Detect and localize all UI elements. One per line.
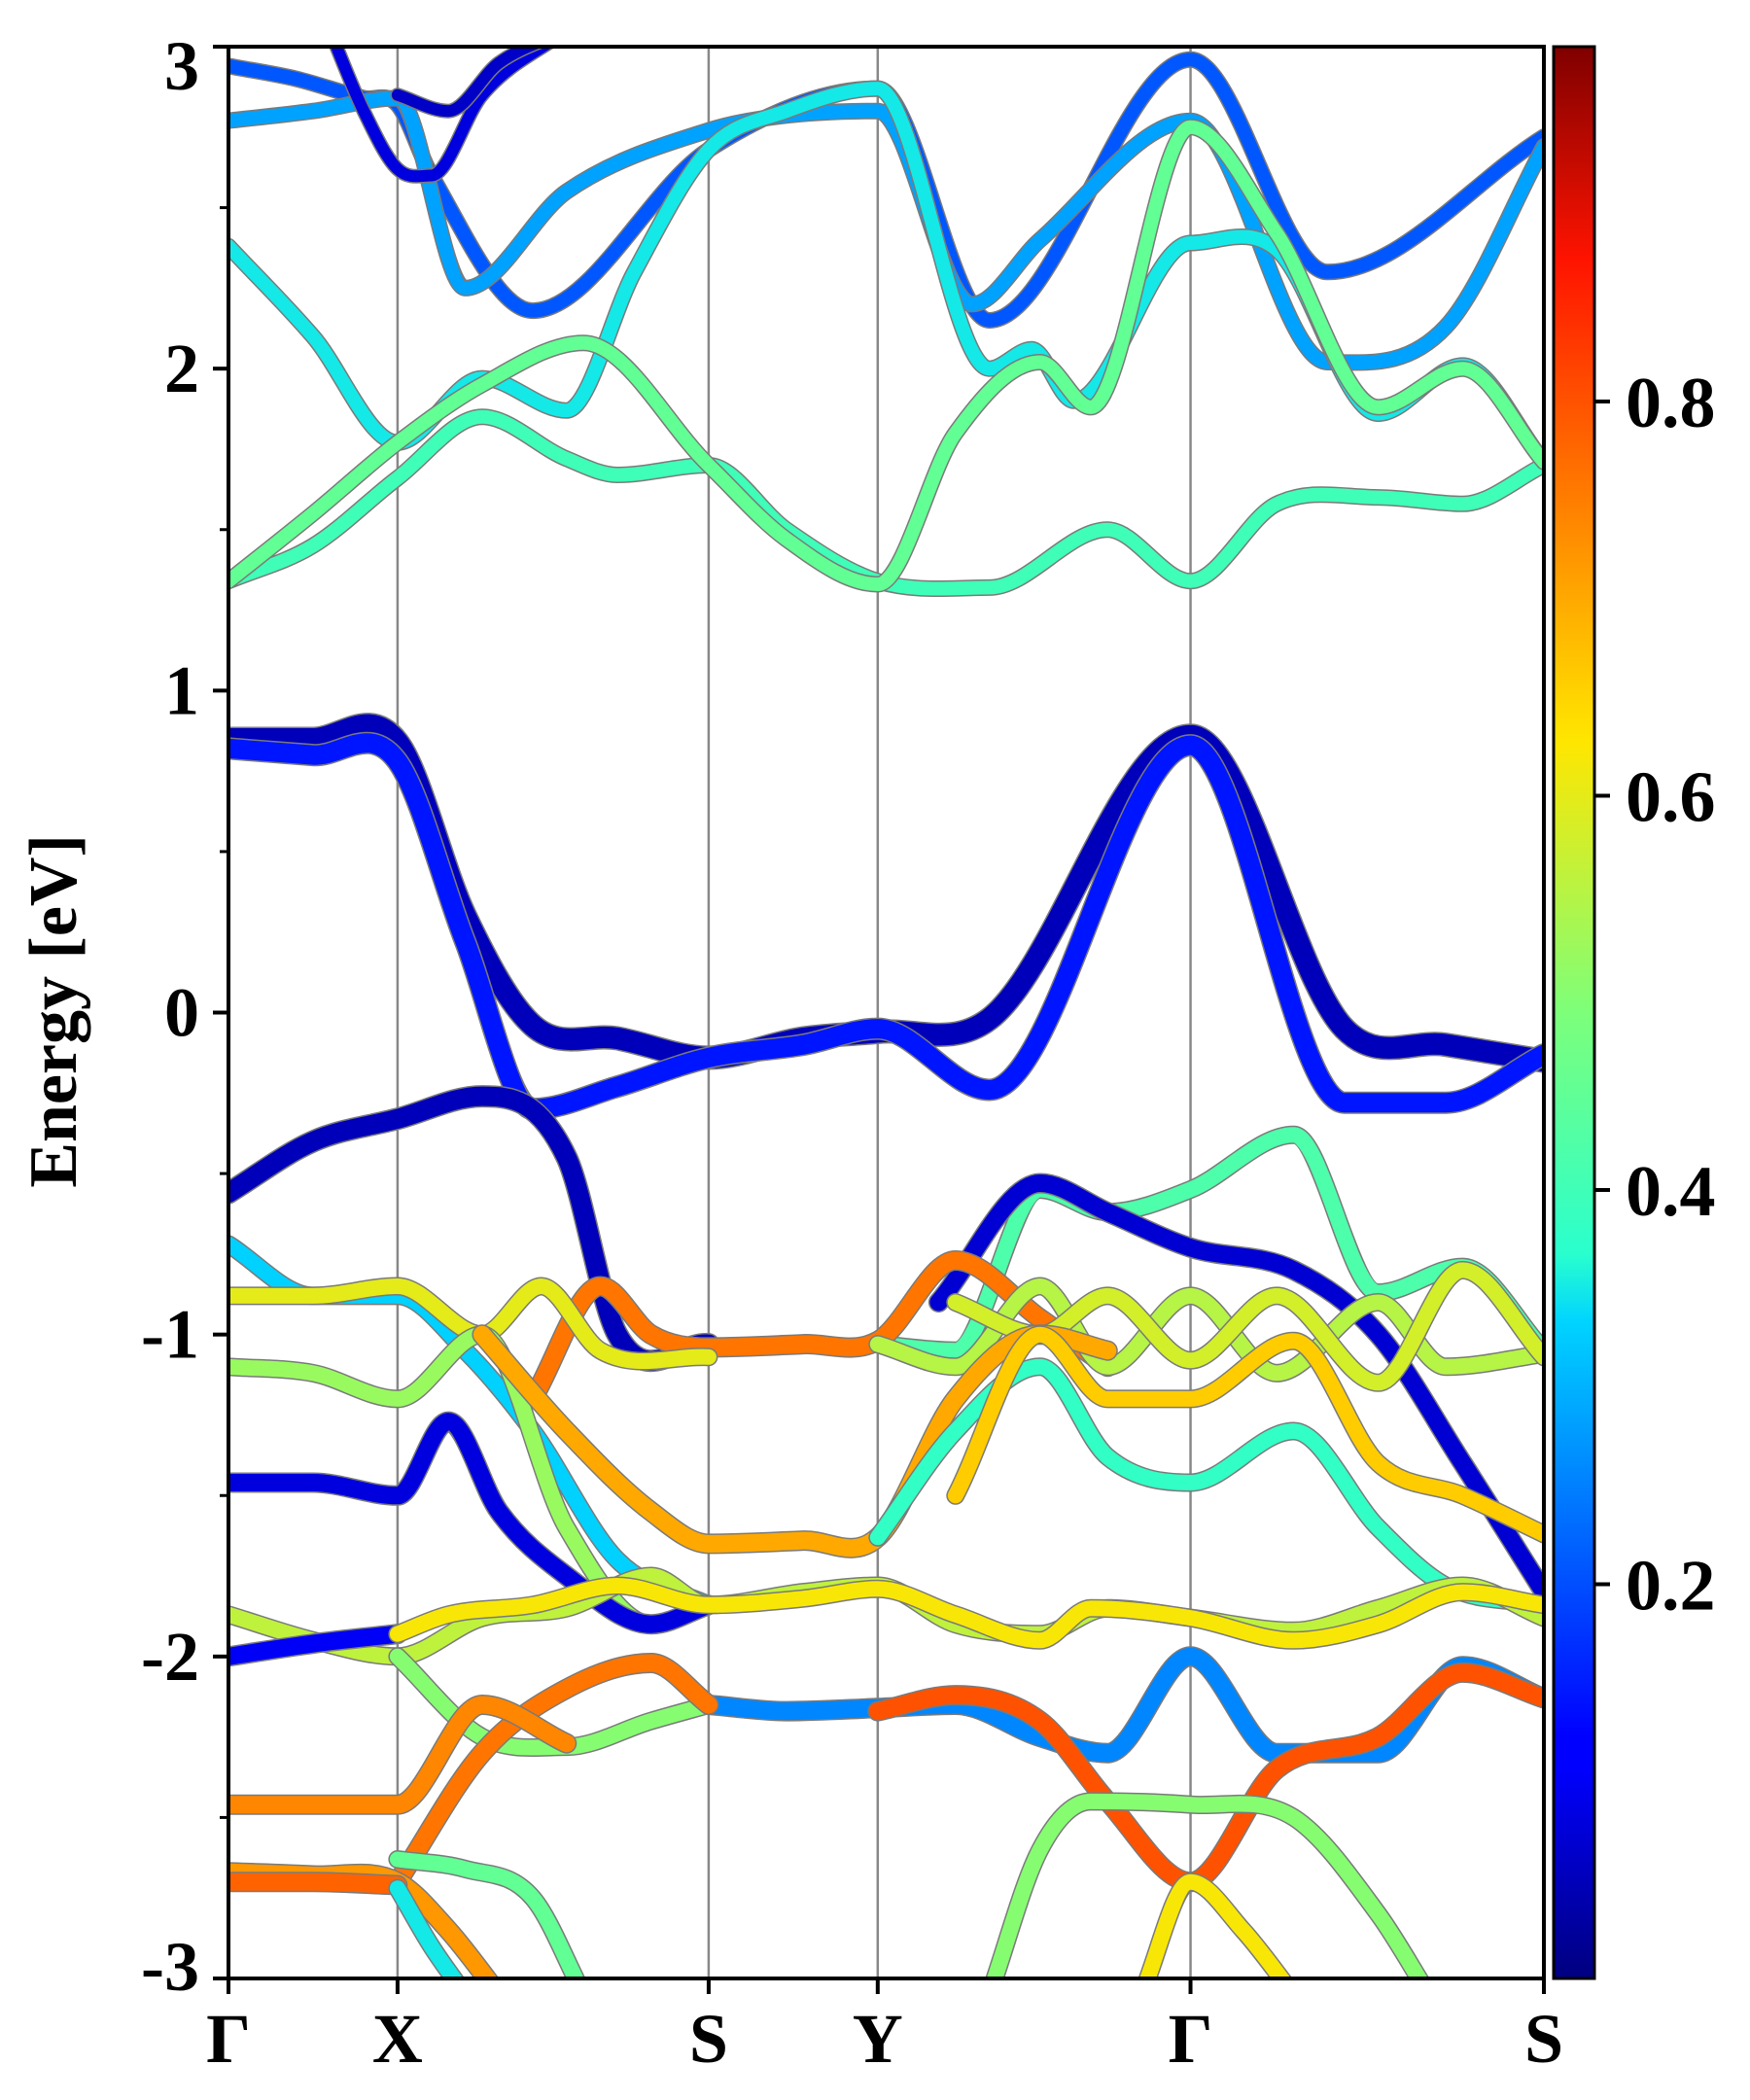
y-tick-label: -1 xyxy=(141,1296,199,1374)
colorbar-tick-label: 0.2 xyxy=(1626,1546,1716,1626)
x-tick-label: Γ xyxy=(1169,2000,1213,2078)
band xyxy=(228,714,1544,1072)
band xyxy=(228,1872,406,1894)
y-tick-label: 1 xyxy=(164,651,199,729)
band-outline xyxy=(228,408,1544,598)
band xyxy=(228,1696,576,1814)
x-tick-label: X xyxy=(372,2000,423,2078)
y-tick-label: 0 xyxy=(164,974,199,1052)
band xyxy=(929,1174,1544,1601)
band xyxy=(472,1325,1117,1558)
band xyxy=(868,1663,1544,1891)
band-lines xyxy=(228,47,1544,1978)
colorbar-tick-label: 0.4 xyxy=(1626,1152,1716,1232)
band xyxy=(1139,1873,1291,1978)
band xyxy=(228,1625,406,1665)
colorbar-tick-label: 0.6 xyxy=(1626,757,1716,837)
band xyxy=(330,47,554,183)
band xyxy=(391,47,543,118)
band xyxy=(228,1086,718,1371)
x-tick-label: S xyxy=(689,2000,728,2078)
y-axis-title: Energy [eV] xyxy=(17,834,91,1188)
band xyxy=(389,1578,1544,1649)
colorbar: 0.2 0.4 0.6 0.8 xyxy=(1552,45,1716,1980)
band-outline xyxy=(228,89,1544,371)
colorbar-tick-label: 0.8 xyxy=(1626,364,1716,443)
band xyxy=(947,1262,1544,1391)
band xyxy=(228,91,1544,369)
band xyxy=(228,120,1544,591)
band xyxy=(228,733,1544,1119)
y-tick-label: -3 xyxy=(141,1928,199,2006)
x-tick-label: Y xyxy=(853,2000,903,2078)
y-axis: 3 2 1 0 -1 -2 -3 xyxy=(141,27,228,2006)
y-tick-label: -2 xyxy=(141,1618,199,1696)
band xyxy=(869,1358,1544,1613)
y-tick-label: 3 xyxy=(164,27,199,105)
colorbar-ticks: 0.2 0.4 0.6 0.8 xyxy=(1594,364,1716,1626)
band xyxy=(869,1127,1544,1359)
x-tick-label: S xyxy=(1524,2000,1563,2078)
colorbar-gradient xyxy=(1552,45,1596,1980)
band xyxy=(389,1851,584,1978)
band xyxy=(947,1326,1544,1542)
band xyxy=(389,1880,464,1978)
x-tick-label: Γ xyxy=(206,2000,251,2078)
band xyxy=(388,1654,718,1891)
band xyxy=(986,1793,1428,1978)
band-outline xyxy=(928,1172,1544,1603)
band xyxy=(228,1413,718,1633)
y-tick-label: 2 xyxy=(164,330,199,407)
